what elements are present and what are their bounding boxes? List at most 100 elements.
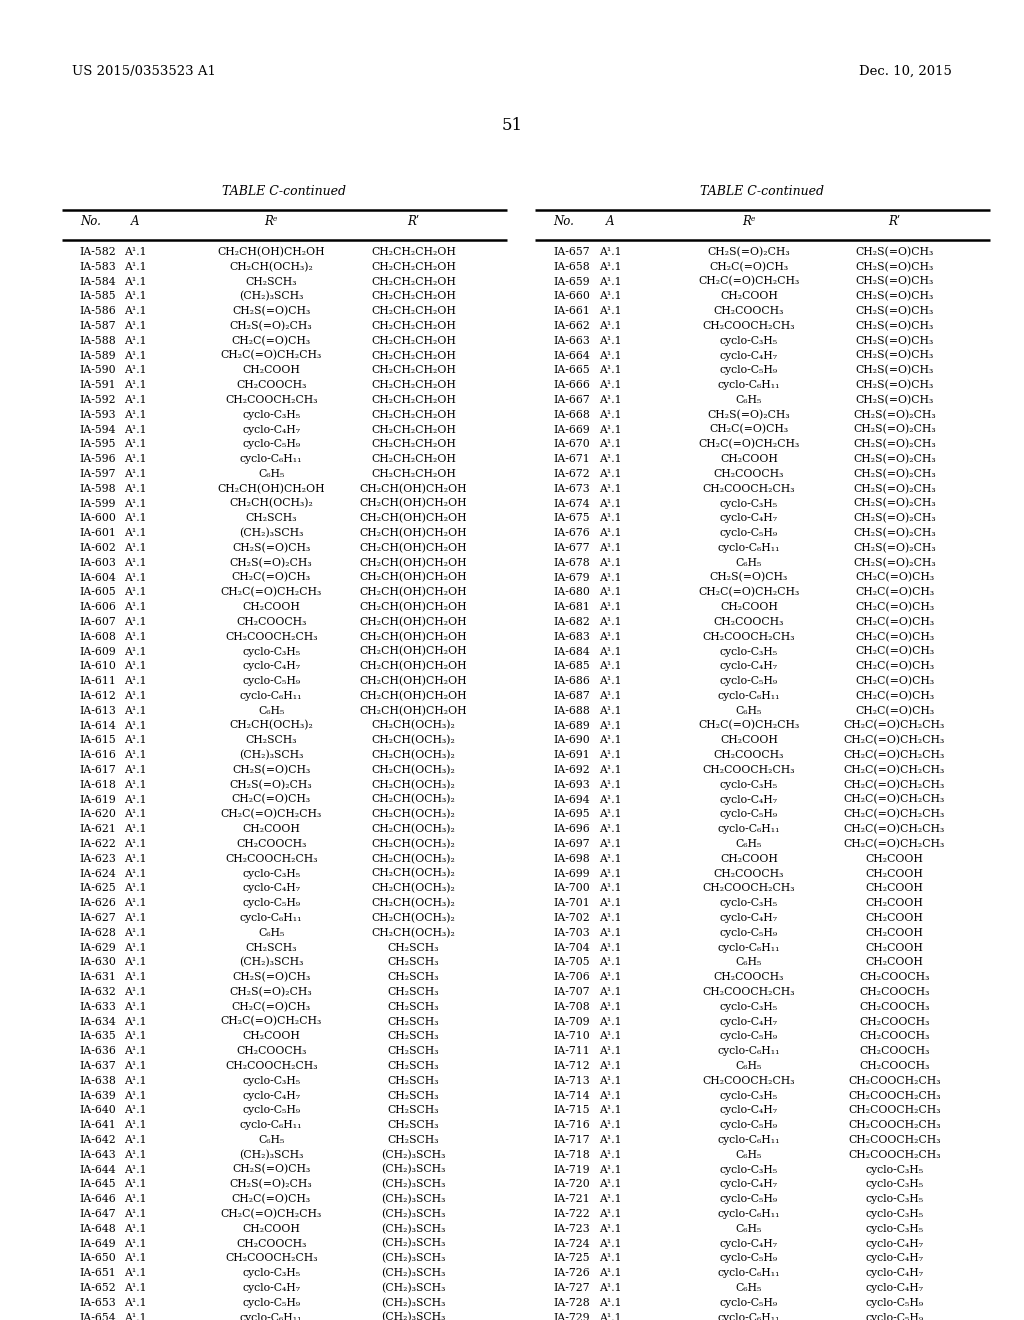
Text: A¹.1: A¹.1	[599, 869, 622, 879]
Text: cyclo-C₄H₇: cyclo-C₄H₇	[865, 1269, 924, 1278]
Text: CH₂CH₂CH₂OH: CH₂CH₂CH₂OH	[371, 440, 456, 449]
Text: A¹.1: A¹.1	[124, 1002, 146, 1012]
Text: IA-582: IA-582	[80, 247, 117, 257]
Text: cyclo-C₃H₅: cyclo-C₃H₅	[865, 1209, 924, 1218]
Text: cyclo-C₅H₉: cyclo-C₅H₉	[720, 1195, 778, 1204]
Text: cyclo-C₆H₁₁: cyclo-C₆H₁₁	[718, 1135, 780, 1144]
Text: CH₂CH(OCH₃)₂: CH₂CH(OCH₃)₂	[372, 928, 456, 937]
Text: A¹.1: A¹.1	[124, 766, 146, 775]
Text: C₆H₅: C₆H₅	[735, 1150, 762, 1160]
Text: (CH₂)₃SCH₃: (CH₂)₃SCH₃	[381, 1193, 445, 1204]
Text: IA-668: IA-668	[553, 409, 590, 420]
Text: A¹.1: A¹.1	[599, 484, 622, 494]
Text: cyclo-C₄H₇: cyclo-C₄H₇	[242, 883, 300, 894]
Text: CH₂S(=O)CH₃: CH₂S(=O)CH₃	[855, 380, 934, 391]
Text: cyclo-C₆H₁₁: cyclo-C₆H₁₁	[240, 1312, 302, 1320]
Text: A¹.1: A¹.1	[599, 395, 622, 405]
Text: IA-707: IA-707	[553, 987, 590, 997]
Text: (CH₂)₃SCH₃: (CH₂)₃SCH₃	[381, 1164, 445, 1175]
Text: cyclo-C₄H₇: cyclo-C₄H₇	[720, 1016, 778, 1027]
Text: (CH₂)₃SCH₃: (CH₂)₃SCH₃	[381, 1298, 445, 1308]
Text: IA-665: IA-665	[553, 366, 590, 375]
Text: CH₂C(=O)CH₃: CH₂C(=O)CH₃	[231, 335, 310, 346]
Text: IA-640: IA-640	[80, 1105, 117, 1115]
Text: CH₂S(=O)CH₃: CH₂S(=O)CH₃	[232, 543, 310, 553]
Text: CH₂CH(OCH₃)₂: CH₂CH(OCH₃)₂	[372, 883, 456, 894]
Text: CH₂S(=O)CH₃: CH₂S(=O)CH₃	[232, 306, 310, 317]
Text: CH₂C(=O)CH₃: CH₂C(=O)CH₃	[231, 573, 310, 582]
Text: IA-666: IA-666	[553, 380, 590, 391]
Text: CH₂S(=O)CH₃: CH₂S(=O)CH₃	[855, 247, 934, 257]
Text: A¹.1: A¹.1	[124, 898, 146, 908]
Text: cyclo-C₃H₅: cyclo-C₃H₅	[865, 1164, 924, 1175]
Text: IA-717: IA-717	[553, 1135, 590, 1144]
Text: CH₂SCH₃: CH₂SCH₃	[388, 1090, 439, 1101]
Text: CH₂COOCH₂CH₃: CH₂COOCH₂CH₃	[225, 854, 317, 863]
Text: CH₂S(=O)₂CH₃: CH₂S(=O)₂CH₃	[229, 986, 312, 997]
Text: A¹.1: A¹.1	[599, 632, 622, 642]
Text: cyclo-C₅H₉: cyclo-C₅H₉	[720, 928, 778, 937]
Text: A¹.1: A¹.1	[599, 1150, 622, 1160]
Text: CH₂CH(OCH₃)₂: CH₂CH(OCH₃)₂	[372, 809, 456, 820]
Text: CH₂SCH₃: CH₂SCH₃	[246, 735, 297, 746]
Text: IA-615: IA-615	[80, 735, 117, 746]
Text: A¹.1: A¹.1	[599, 558, 622, 568]
Text: cyclo-C₅H₉: cyclo-C₅H₉	[242, 676, 300, 686]
Text: cyclo-C₃H₅: cyclo-C₃H₅	[865, 1195, 924, 1204]
Text: C₆H₅: C₆H₅	[258, 706, 285, 715]
Text: A¹.1: A¹.1	[599, 1121, 622, 1130]
Text: IA-697: IA-697	[553, 840, 590, 849]
Text: A¹.1: A¹.1	[124, 661, 146, 672]
Text: CH₂C(=O)CH₂CH₃: CH₂C(=O)CH₂CH₃	[220, 350, 322, 360]
Text: A¹.1: A¹.1	[599, 766, 622, 775]
Text: CH₂CH(OH)CH₂OH: CH₂CH(OH)CH₂OH	[359, 483, 467, 494]
Text: A¹.1: A¹.1	[124, 587, 146, 598]
Text: IA-613: IA-613	[80, 706, 117, 715]
Text: A¹.1: A¹.1	[124, 1031, 146, 1041]
Text: A¹.1: A¹.1	[599, 1002, 622, 1012]
Text: CH₂C(=O)CH₂CH₃: CH₂C(=O)CH₂CH₃	[844, 735, 945, 746]
Text: CH₂CH(OCH₃)₂: CH₂CH(OCH₃)₂	[372, 764, 456, 775]
Text: IA-634: IA-634	[80, 1016, 117, 1027]
Text: CH₂S(=O)₂CH₃: CH₂S(=O)₂CH₃	[708, 409, 791, 420]
Text: CH₂SCH₃: CH₂SCH₃	[246, 942, 297, 953]
Text: A¹.1: A¹.1	[124, 869, 146, 879]
Text: A¹.1: A¹.1	[599, 1209, 622, 1218]
Text: IA-719: IA-719	[553, 1164, 590, 1175]
Text: CH₂CH₂CH₂OH: CH₂CH₂CH₂OH	[371, 469, 456, 479]
Text: C₆H₅: C₆H₅	[735, 1224, 762, 1234]
Text: CH₂COOCH₃: CH₂COOCH₃	[236, 840, 306, 849]
Text: cyclo-C₆H₁₁: cyclo-C₆H₁₁	[718, 690, 780, 701]
Text: IA-644: IA-644	[80, 1164, 117, 1175]
Text: CH₂CH(OH)CH₂OH: CH₂CH(OH)CH₂OH	[359, 676, 467, 686]
Text: CH₂CH(OCH₃)₂: CH₂CH(OCH₃)₂	[229, 721, 313, 730]
Text: A¹.1: A¹.1	[599, 1298, 622, 1308]
Text: (CH₂)₃SCH₃: (CH₂)₃SCH₃	[381, 1179, 445, 1189]
Text: cyclo-C₄H₇: cyclo-C₄H₇	[865, 1238, 924, 1249]
Text: CH₂SCH₃: CH₂SCH₃	[388, 973, 439, 982]
Text: No.: No.	[80, 215, 100, 228]
Text: A¹.1: A¹.1	[124, 957, 146, 968]
Text: A¹.1: A¹.1	[599, 380, 622, 391]
Text: A¹.1: A¹.1	[124, 321, 146, 331]
Text: CH₂CH(OH)CH₂OH: CH₂CH(OH)CH₂OH	[359, 587, 467, 598]
Text: A¹.1: A¹.1	[599, 1283, 622, 1294]
Text: 51: 51	[502, 117, 522, 135]
Text: CH₂C(=O)CH₃: CH₂C(=O)CH₃	[855, 647, 934, 656]
Text: cyclo-C₄H₇: cyclo-C₄H₇	[720, 661, 778, 672]
Text: IA-585: IA-585	[80, 292, 117, 301]
Text: A¹.1: A¹.1	[599, 854, 622, 863]
Text: CH₂CH(OH)CH₂OH: CH₂CH(OH)CH₂OH	[359, 602, 467, 612]
Text: IA-677: IA-677	[553, 543, 590, 553]
Text: CH₂C(=O)CH₂CH₃: CH₂C(=O)CH₂CH₃	[220, 1209, 322, 1218]
Text: cyclo-C₅H₉: cyclo-C₅H₉	[242, 1298, 300, 1308]
Text: CH₂C(=O)CH₂CH₃: CH₂C(=O)CH₂CH₃	[698, 276, 800, 286]
Text: A¹.1: A¹.1	[124, 1016, 146, 1027]
Text: cyclo-C₃H₅: cyclo-C₃H₅	[720, 780, 778, 789]
Text: IA-713: IA-713	[553, 1076, 590, 1086]
Text: cyclo-C₄H₇: cyclo-C₄H₇	[720, 913, 778, 923]
Text: Rᵉ: Rᵉ	[742, 215, 756, 228]
Text: IA-599: IA-599	[80, 499, 117, 508]
Text: IA-624: IA-624	[80, 869, 117, 879]
Text: CH₂S(=O)CH₃: CH₂S(=O)CH₃	[855, 395, 934, 405]
